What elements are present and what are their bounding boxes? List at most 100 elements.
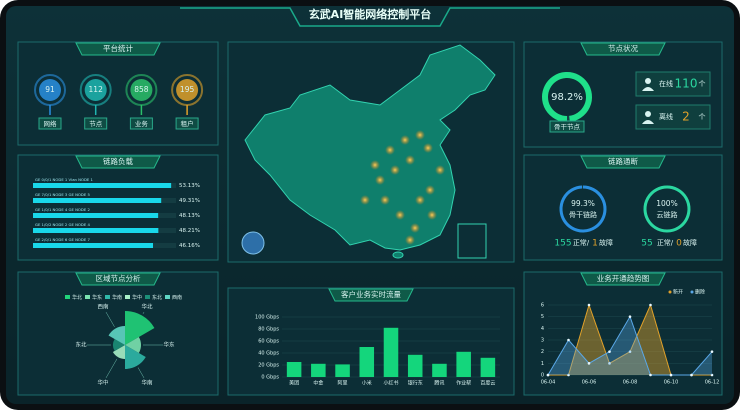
point	[567, 373, 570, 377]
x-tick-label: 银行东	[408, 380, 423, 387]
rose-leader	[137, 367, 145, 379]
bar	[286, 362, 302, 377]
y-tick-label: 100 Gbps	[255, 315, 279, 321]
gauge-arc	[542, 72, 592, 122]
legend-label: 新开	[673, 289, 683, 296]
status-value: 110	[675, 77, 698, 91]
x-tick-label: 美团	[289, 380, 299, 387]
map-dot	[385, 145, 395, 155]
map-dot	[395, 210, 405, 220]
bar-category: GE 2/0/1 NODE 6 GE NODE 7	[35, 237, 90, 242]
x-tick-label: 腾讯	[434, 380, 444, 387]
gauge-label: 98.2%	[551, 92, 583, 103]
y-tick-label: 0 Gbps	[261, 375, 279, 381]
stat-label-box	[84, 117, 108, 130]
status-unit: 个	[699, 80, 706, 88]
person-icon	[645, 111, 651, 117]
stat-label: 节点	[89, 120, 103, 128]
panel-title: 业务开通趋势图	[597, 273, 650, 283]
person-icon	[645, 78, 651, 84]
value-label: 53.13%	[179, 183, 200, 189]
status-box	[635, 71, 711, 97]
y-tick-label: 0	[541, 373, 544, 379]
bar	[335, 364, 350, 377]
point	[690, 373, 693, 377]
rose-leader	[142, 311, 145, 314]
panel-title: 节点状况	[608, 43, 638, 53]
point	[587, 303, 591, 307]
y-tick-label: 2	[541, 349, 544, 355]
stat-label-box	[38, 117, 62, 130]
person-icon	[642, 120, 654, 124]
rose-label: 华东	[163, 341, 175, 349]
status-label: 离线	[659, 112, 673, 121]
panel-title: 平台统计	[103, 43, 133, 53]
y-tick-label: 60 Gbps	[258, 339, 279, 345]
y-tick-label: 40 Gbps	[258, 351, 279, 357]
legend-label: 华南	[112, 294, 122, 301]
link-fault-label: 故障	[683, 238, 697, 247]
rose-sector	[113, 339, 125, 351]
map-dot	[380, 195, 390, 205]
panel-title: 区域节点分析	[96, 273, 141, 283]
bar-category: GE 7/0/1 NODE 3 GE NODE 5	[35, 192, 90, 197]
panel-title-tab	[580, 42, 666, 56]
bar	[33, 198, 162, 203]
map-dot	[405, 155, 415, 165]
point	[649, 303, 652, 307]
status-box	[635, 104, 711, 130]
x-tick-label: 小米	[362, 380, 372, 387]
y-tick-label: 20 Gbps	[258, 363, 279, 369]
bar	[359, 347, 375, 377]
link-percent: 100%	[656, 199, 677, 208]
stat-circle	[39, 79, 61, 101]
point	[546, 373, 550, 377]
stat-value: 858	[134, 85, 149, 94]
bar-category: GE 1/0/1 NODE 4 GE NODE 2	[35, 207, 90, 212]
point	[649, 373, 652, 377]
rose-label: 华中	[97, 379, 108, 387]
legend-swatch	[65, 295, 70, 299]
x-tick-label: 中金	[313, 380, 323, 387]
point	[608, 362, 611, 365]
page-title: 玄武AI智能网络控制平台	[309, 7, 432, 21]
rose-label: 华北	[141, 302, 153, 310]
link-name: 骨干链路	[569, 210, 597, 219]
map	[227, 41, 515, 263]
map-dot	[405, 235, 415, 245]
legend-label: 东北	[152, 294, 162, 301]
x-tick-label: 06-10	[664, 380, 679, 386]
stat-label-box	[129, 117, 153, 130]
bar	[33, 228, 159, 233]
rose-leader	[105, 311, 115, 327]
map-dot	[375, 175, 385, 185]
stat-circle	[176, 79, 199, 101]
link-ring	[643, 185, 691, 233]
map-dot	[410, 223, 420, 233]
person-icon	[642, 87, 654, 91]
rose-sector	[125, 311, 155, 345]
bar	[480, 357, 496, 377]
panel-title-tab	[580, 272, 666, 286]
x-tick-label: 06-06	[582, 380, 597, 386]
panel-title-tab	[580, 155, 666, 169]
bar	[33, 183, 172, 188]
bar	[33, 243, 154, 248]
bar	[456, 351, 471, 377]
legend-label: 华东	[92, 294, 102, 301]
point	[587, 362, 591, 365]
legend-marker	[690, 290, 694, 294]
stat-label-box	[175, 117, 199, 130]
bar	[33, 213, 159, 218]
legend-swatch	[165, 295, 170, 299]
legend-swatch	[105, 295, 110, 299]
y-tick-label: 6	[541, 303, 544, 309]
link-normal: 55	[641, 239, 652, 249]
legend-swatch	[85, 295, 90, 299]
bar-category: GE 0/0/1 NODE 1 Vlan NODE 1	[35, 177, 93, 182]
stat-circle	[130, 79, 153, 101]
legend-swatch	[125, 295, 130, 299]
status-value: 2	[682, 110, 690, 124]
gauge-name-box	[549, 120, 585, 133]
bar-category: GE 1/0/2 NODE 2 GE NODE 4	[35, 222, 90, 227]
